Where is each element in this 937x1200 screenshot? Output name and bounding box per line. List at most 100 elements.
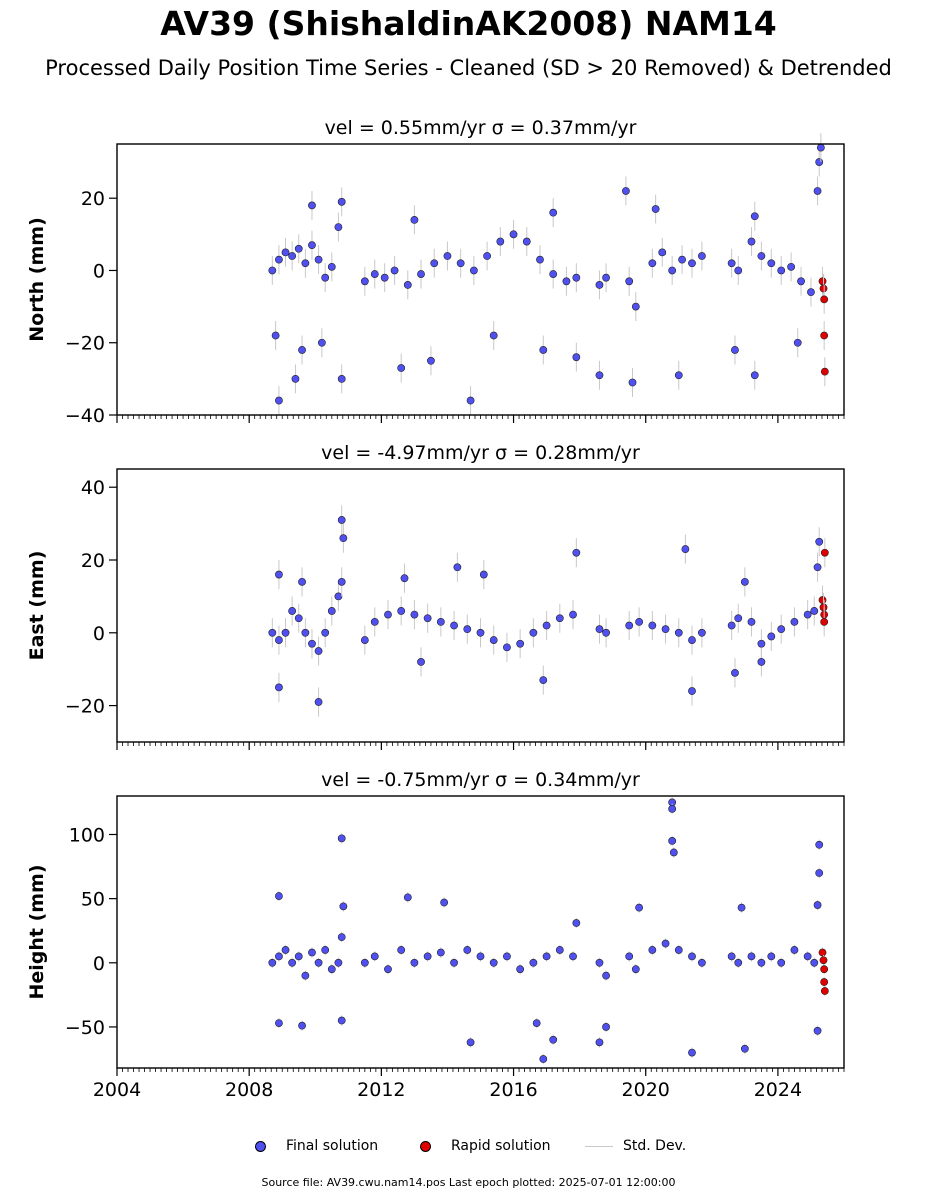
final-point	[275, 683, 283, 692]
final-point	[678, 255, 686, 264]
final-point	[674, 946, 683, 954]
final-point	[308, 948, 316, 957]
final-point	[668, 266, 677, 275]
final-point	[790, 617, 799, 626]
final-point	[275, 570, 283, 579]
final-point	[436, 617, 445, 626]
source-note: Source file: AV39.cwu.nam14.pos Last epo…	[261, 1176, 676, 1189]
final-point	[777, 958, 786, 967]
y-axis-label: East (mm)	[26, 551, 48, 661]
final-point	[268, 958, 277, 967]
final-point	[688, 636, 696, 644]
final-point	[572, 273, 581, 282]
final-point	[810, 958, 819, 967]
final-point	[334, 223, 343, 232]
final-point	[757, 639, 766, 648]
final-point	[288, 252, 297, 260]
final-point	[397, 364, 406, 372]
legend-rapid-label: Rapid solution	[451, 1138, 551, 1154]
final-point	[476, 952, 485, 961]
final-point	[555, 614, 564, 623]
chart-title: AV39 (ShishaldinAK2008) NAM14	[160, 4, 777, 43]
rapid-point	[820, 978, 829, 986]
x-tick-label: 2020	[622, 1079, 670, 1101]
final-point	[403, 893, 412, 902]
final-point	[740, 577, 749, 586]
final-point	[815, 158, 824, 166]
final-point	[668, 804, 677, 813]
final-point	[539, 1055, 548, 1063]
final-point	[380, 273, 389, 282]
final-point	[321, 628, 330, 637]
legend-std-marker	[585, 1145, 613, 1147]
final-point	[622, 187, 630, 195]
final-point	[542, 621, 551, 630]
final-point	[651, 205, 660, 213]
final-point	[539, 676, 548, 685]
rapid-point	[820, 548, 829, 557]
final-point	[602, 273, 610, 282]
final-point	[602, 1023, 610, 1031]
final-point	[337, 933, 346, 942]
rapid-point	[820, 331, 829, 340]
final-point	[555, 946, 564, 954]
final-point	[370, 952, 379, 961]
rapid-point	[820, 295, 829, 304]
final-point	[734, 266, 743, 275]
final-point	[529, 628, 538, 637]
final-point	[308, 241, 316, 250]
final-point	[503, 643, 511, 652]
final-point	[813, 901, 822, 909]
final-point	[479, 570, 488, 579]
y-tick-label: 20	[81, 550, 105, 572]
final-point	[337, 516, 346, 524]
legend-std-label: Std. Dev.	[623, 1138, 687, 1154]
final-point	[797, 277, 805, 286]
rapid-point	[820, 987, 829, 995]
final-point	[281, 946, 290, 954]
final-point	[268, 266, 277, 275]
final-point	[602, 628, 610, 637]
final-point	[291, 374, 300, 383]
x-tick-label: 2012	[357, 1079, 405, 1101]
final-point	[337, 1016, 346, 1025]
final-point	[688, 952, 696, 961]
x-tick-label: 2024	[754, 1079, 802, 1101]
final-point	[360, 277, 369, 286]
rapid-point	[818, 596, 827, 604]
final-point	[489, 636, 498, 644]
final-point	[410, 610, 419, 619]
final-point	[529, 958, 538, 967]
y-tick-label: 20	[81, 188, 105, 210]
chart-subtitle: Processed Daily Position Time Series - C…	[45, 56, 892, 80]
final-point	[734, 614, 743, 623]
plot-frame	[116, 795, 845, 1069]
final-point	[275, 1019, 283, 1027]
final-point	[595, 281, 604, 289]
final-point	[661, 939, 670, 948]
final-point	[268, 628, 277, 637]
final-point	[327, 262, 336, 271]
final-point	[549, 1035, 558, 1044]
final-point	[314, 698, 323, 706]
final-point	[731, 346, 739, 354]
final-point	[294, 244, 303, 253]
final-point	[669, 848, 678, 857]
final-point	[757, 252, 766, 260]
final-point	[334, 958, 343, 967]
rapid-point	[818, 277, 827, 286]
y-tick-label: −20	[65, 696, 105, 718]
final-point	[648, 946, 657, 954]
final-point	[463, 625, 472, 634]
final-point	[288, 958, 297, 967]
y-axis-label: North (mm)	[26, 217, 48, 342]
final-point	[288, 607, 297, 615]
final-point	[503, 952, 511, 961]
final-point	[496, 237, 505, 246]
final-point	[731, 668, 739, 677]
legend-std: Std. Dev.	[585, 1138, 686, 1154]
final-point	[631, 965, 640, 974]
final-point	[539, 346, 548, 354]
final-point	[516, 639, 525, 648]
